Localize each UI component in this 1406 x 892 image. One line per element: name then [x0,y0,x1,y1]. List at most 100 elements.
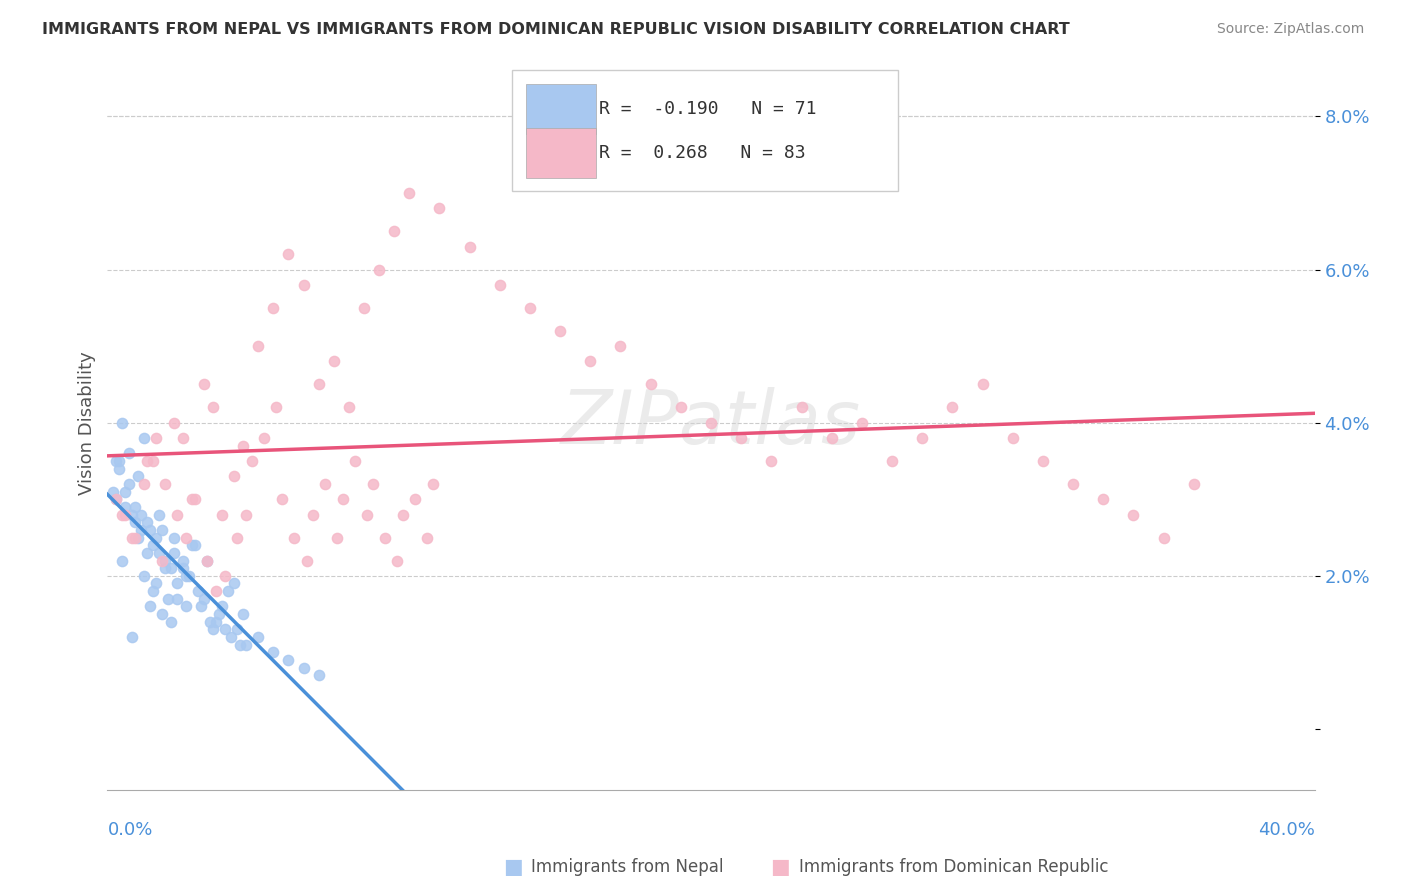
Point [343,454,366,468]
FancyBboxPatch shape [526,128,596,178]
Point [177,569,200,583]
Point [135,515,157,529]
Point [108,461,131,475]
Point [117,477,139,491]
Point [292,277,315,292]
Point [174,599,197,614]
Point [283,531,305,545]
Point [235,508,257,522]
Point [124,515,146,529]
Point [214,569,236,583]
Point [135,454,157,468]
Text: R =  0.268   N = 83: R = 0.268 N = 83 [599,144,806,162]
Point [180,538,202,552]
Point [1182,477,1205,491]
Point [187,584,209,599]
Point [208,607,231,621]
Text: Source: ZipAtlas.com: Source: ZipAtlas.com [1216,22,1364,37]
Point [519,301,541,315]
Point [124,500,146,514]
Point [145,531,167,545]
Point [127,531,149,545]
Point [105,492,128,507]
Point [159,615,181,629]
Point [105,492,128,507]
Point [253,431,276,445]
Point [235,638,257,652]
Point [148,508,170,522]
Point [138,523,160,537]
Point [374,531,396,545]
Point [111,508,134,522]
Point [184,492,207,507]
FancyBboxPatch shape [526,84,596,134]
Point [277,653,299,667]
Point [219,630,242,644]
Point [217,584,239,599]
Point [790,401,813,415]
Point [142,538,165,552]
Point [266,401,288,415]
Text: IMMIGRANTS FROM NEPAL VS IMMIGRANTS FROM DOMINICAN REPUBLIC VISION DISABILITY CO: IMMIGRANTS FROM NEPAL VS IMMIGRANTS FROM… [42,22,1070,37]
Point [422,477,444,491]
Text: R =  -0.190   N = 71: R = -0.190 N = 71 [599,100,817,118]
Point [488,277,510,292]
Point [105,454,128,468]
Text: 40.0%: 40.0% [1258,821,1315,838]
Text: ZIPatlas: ZIPatlas [561,387,860,458]
Point [640,377,662,392]
Point [247,339,270,353]
Point [205,615,228,629]
Point [202,623,225,637]
Point [398,186,420,200]
Point [148,546,170,560]
Point [308,377,330,392]
Point [166,576,188,591]
Point [262,645,284,659]
Point [880,454,903,468]
Point [224,469,246,483]
Point [1001,431,1024,445]
Point [356,508,378,522]
Point [1092,492,1115,507]
Point [314,477,336,491]
Point [174,531,197,545]
Point [458,239,481,253]
Point [730,431,752,445]
Point [700,416,723,430]
Point [205,584,228,599]
Point [174,569,197,583]
Point [761,454,783,468]
Point [156,591,179,606]
Point [195,553,218,567]
Point [184,538,207,552]
Point [214,623,236,637]
Point [127,469,149,483]
Text: 0.0%: 0.0% [107,821,153,838]
Point [138,599,160,614]
Point [129,523,152,537]
Point [163,531,186,545]
Point [404,492,426,507]
Point [163,546,186,560]
Point [121,508,143,522]
Point [972,377,994,392]
Point [180,492,202,507]
Point [172,431,194,445]
Point [166,508,188,522]
Point [368,262,391,277]
Point [579,354,602,368]
Point [232,607,254,621]
Point [195,553,218,567]
Text: Immigrants from Nepal: Immigrants from Nepal [531,858,724,876]
Point [224,576,246,591]
Point [292,661,315,675]
Point [361,477,384,491]
Point [153,553,176,567]
Point [108,454,131,468]
Point [392,508,415,522]
Point [247,630,270,644]
Point [114,484,136,499]
Point [669,401,692,415]
Point [129,508,152,522]
